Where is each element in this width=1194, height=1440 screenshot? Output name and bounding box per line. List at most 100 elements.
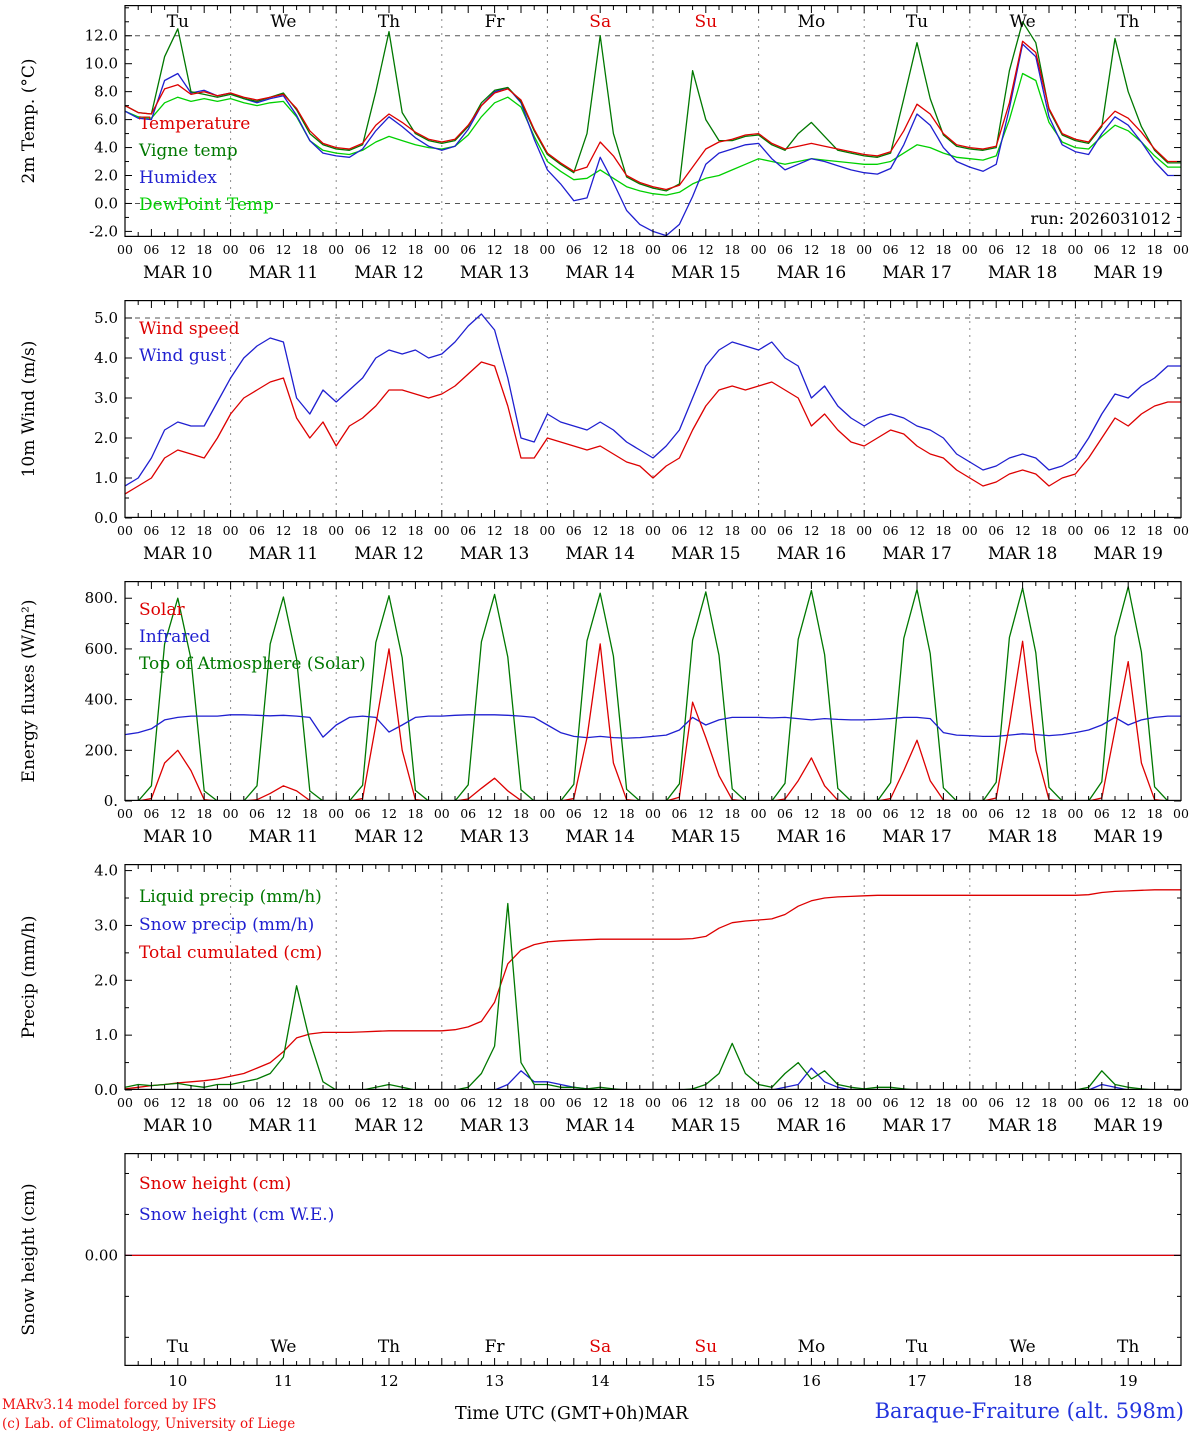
y-axis-title: Precip (mm/h) xyxy=(19,915,39,1038)
date-label: MAR 12 xyxy=(354,263,424,283)
date-label: MAR 16 xyxy=(777,263,847,283)
hour-tick-label: 12 xyxy=(592,242,608,257)
plot-frame xyxy=(124,864,1182,1091)
date-label: MAR 11 xyxy=(249,263,319,283)
date-label: MAR 17 xyxy=(882,827,952,847)
hour-tick-label: 06 xyxy=(1094,242,1110,257)
date-label: MAR 10 xyxy=(143,1116,213,1136)
hour-tick-label: 00 xyxy=(434,806,450,821)
y-tick-label: 200. xyxy=(85,741,118,759)
date-label: MAR 10 xyxy=(143,263,213,283)
series-group xyxy=(125,586,1181,801)
date-label: MAR 11 xyxy=(249,827,319,847)
series-vigne-temp-line xyxy=(125,21,1181,192)
hour-tick-label: 18 xyxy=(196,806,212,821)
series-group xyxy=(125,889,1181,1090)
hour-tick-label: 18 xyxy=(1041,806,1057,821)
hour-tick-label: 06 xyxy=(988,806,1004,821)
hour-tick-label: 18 xyxy=(619,806,635,821)
hour-tick-label: 06 xyxy=(883,806,899,821)
hour-tick-label: 06 xyxy=(460,1095,476,1110)
hour-tick-label: 18 xyxy=(830,523,846,538)
hour-tick-label: 00 xyxy=(1067,806,1083,821)
date-label: MAR 18 xyxy=(988,544,1058,564)
hour-tick-label: 00 xyxy=(645,242,661,257)
hour-tick-label: 00 xyxy=(539,806,555,821)
hour-tick-label: 06 xyxy=(460,523,476,538)
date-label: MAR 10 xyxy=(143,827,213,847)
day-label-mo-6: Mo xyxy=(798,1337,826,1357)
day-label-th-9: Th xyxy=(1117,1337,1139,1357)
hour-tick-label: 12 xyxy=(1015,242,1031,257)
date-label: MAR 11 xyxy=(249,544,319,564)
series-total-cumulated-cm-line xyxy=(125,889,1181,1090)
date-label: MAR 12 xyxy=(354,1116,424,1136)
precip-panel-chart: 0.0 1.0 2.0 3.0 4.0 Precip (mm/h) Liquid preci… xyxy=(19,864,1189,1136)
hour-tick-label: 12 xyxy=(487,523,503,538)
hour-tick-label: 00 xyxy=(751,523,767,538)
hour-tick-label: 12 xyxy=(381,1095,397,1110)
hour-tick-label: 18 xyxy=(407,523,423,538)
hour-tick-label: 00 xyxy=(328,242,344,257)
hour-tick-label: 06 xyxy=(671,1095,687,1110)
hour-tick-label: 00 xyxy=(539,523,555,538)
y-tick-label: 10.0 xyxy=(85,55,118,73)
hour-tick-label: 18 xyxy=(1147,523,1163,538)
day-label-su-5: Su xyxy=(694,1337,717,1357)
day-label-mo-6: Mo xyxy=(798,12,826,32)
legend-wind-gust: Wind gust xyxy=(139,346,226,366)
hour-tick-label: 06 xyxy=(249,1095,265,1110)
date-label: MAR 16 xyxy=(777,827,847,847)
date-number-label: 13 xyxy=(485,1372,504,1390)
y-tick-label: 0. xyxy=(104,792,118,810)
hour-tick-label: 18 xyxy=(196,523,212,538)
day-label-we-8: We xyxy=(1010,12,1036,32)
hour-tick-label: 00 xyxy=(751,242,767,257)
hour-tick-label: 06 xyxy=(249,523,265,538)
date-label: MAR 15 xyxy=(671,827,741,847)
hour-tick-label: 06 xyxy=(1094,806,1110,821)
hour-tick-label: 00 xyxy=(1067,523,1083,538)
legend-top-of-atmosphere-solar: Top of Atmosphere (Solar) xyxy=(139,654,366,674)
hour-tick-label: 12 xyxy=(275,242,291,257)
hour-tick-label: 00 xyxy=(1173,1095,1189,1110)
date-label: MAR 15 xyxy=(671,263,741,283)
hour-tick-label: 12 xyxy=(487,1095,503,1110)
date-label: MAR 18 xyxy=(988,827,1058,847)
hour-tick-label: 00 xyxy=(223,523,239,538)
y-tick-label: 800. xyxy=(85,589,118,607)
date-number-label: 14 xyxy=(591,1372,610,1390)
day-label-we-1: We xyxy=(270,12,296,32)
day-label-tu-7: Tu xyxy=(906,12,928,32)
hour-tick-label: 06 xyxy=(460,242,476,257)
day-label-sa-4: Sa xyxy=(589,12,611,32)
hour-tick-label: 18 xyxy=(196,242,212,257)
date-label: MAR 17 xyxy=(882,263,952,283)
hour-tick-label: 06 xyxy=(566,242,582,257)
hour-tick-label: 18 xyxy=(302,1095,318,1110)
hour-tick-label: 00 xyxy=(1067,242,1083,257)
hour-tick-label: 06 xyxy=(777,806,793,821)
hour-tick-label: 18 xyxy=(196,1095,212,1110)
series-top-of-atmosphere-solar-line xyxy=(125,586,1181,801)
hour-tick-label: 18 xyxy=(407,1095,423,1110)
hour-tick-label: 00 xyxy=(1173,806,1189,821)
hour-tick-label: 12 xyxy=(698,242,714,257)
date-label: MAR 19 xyxy=(1093,263,1163,283)
hour-tick-label: 12 xyxy=(275,806,291,821)
hour-tick-label: 06 xyxy=(988,1095,1004,1110)
hour-tick-label: 00 xyxy=(117,242,133,257)
date-label: MAR 18 xyxy=(988,1116,1058,1136)
hour-tick-label: 18 xyxy=(619,523,635,538)
hour-tick-label: 12 xyxy=(592,1095,608,1110)
y-tick-label: 2.0 xyxy=(94,429,118,447)
hour-tick-label: 06 xyxy=(566,806,582,821)
date-label: MAR 19 xyxy=(1093,1116,1163,1136)
y-tick-label: 0.0 xyxy=(94,1081,118,1099)
date-number-label: 19 xyxy=(1119,1372,1138,1390)
y-tick-label: 4.0 xyxy=(94,139,118,157)
day-label-th-2: Th xyxy=(378,12,400,32)
hour-tick-label: 06 xyxy=(143,523,159,538)
hour-tick-label: 12 xyxy=(698,523,714,538)
